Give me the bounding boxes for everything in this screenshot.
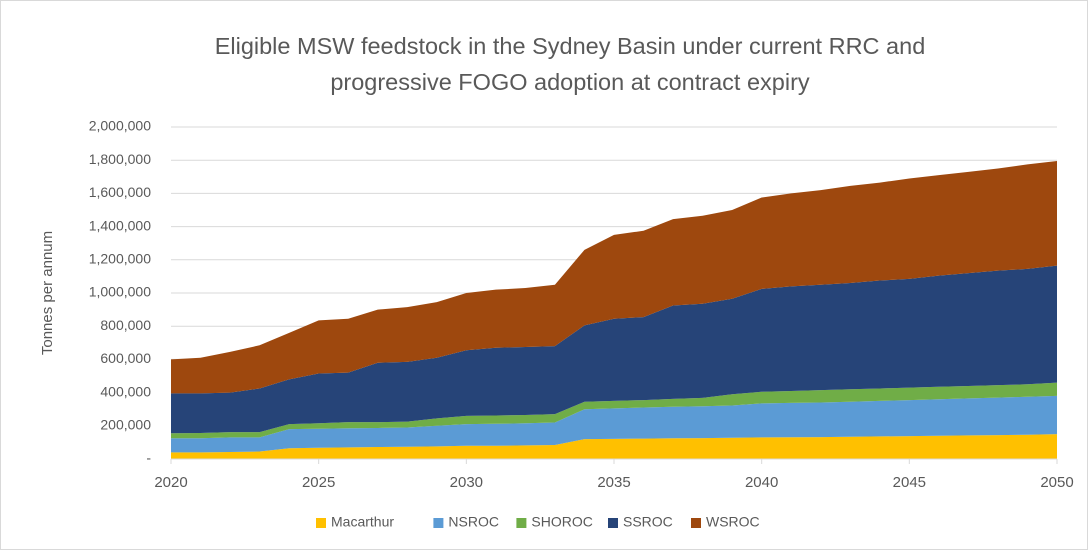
area	[171, 265, 1057, 434]
x-tick-label: 2025	[302, 474, 335, 491]
x-tick-label: 2020	[154, 474, 187, 491]
legend-label: WSROC	[706, 514, 760, 530]
y-tick-label: 800,000	[100, 317, 151, 333]
y-tick-label: -	[146, 450, 151, 466]
y-tick-label: 1,800,000	[89, 151, 151, 167]
x-tick-label: 2035	[597, 474, 630, 491]
x-tick-label: 2040	[745, 474, 778, 491]
area	[171, 434, 1057, 459]
x-tick-label: 2030	[450, 474, 483, 491]
legend-label: SSROC	[623, 514, 673, 530]
legend-swatch	[516, 518, 527, 528]
y-tick-label: 400,000	[100, 383, 151, 399]
area	[171, 395, 1057, 453]
y-tick-label: 1,600,000	[89, 184, 151, 200]
y-tick-label: 1,200,000	[89, 251, 151, 267]
x-tick-label: 2045	[893, 474, 926, 491]
y-tick-label: 2,000,000	[89, 118, 151, 134]
area	[171, 382, 1057, 439]
y-tick-label: 600,000	[100, 350, 151, 366]
x-tick-label: 2050	[1040, 474, 1073, 491]
legend-label: Macarthur	[331, 514, 394, 530]
legend-label: SHOROC	[531, 514, 592, 530]
legend-swatch	[316, 518, 326, 528]
area	[171, 161, 1057, 394]
y-tick-label: 1,000,000	[89, 284, 151, 300]
legend-swatch	[608, 518, 618, 528]
y-tick-label: 200,000	[100, 417, 151, 433]
chart-title: Eligible MSW feedstock in the Sydney Bas…	[214, 33, 926, 95]
legend-swatch	[691, 518, 701, 528]
legend-swatch	[433, 518, 444, 528]
legend-label: NSROC	[448, 514, 499, 530]
y-tick-label: 1,400,000	[89, 217, 151, 233]
y-axis-label: Tonnes per annum	[39, 231, 56, 355]
